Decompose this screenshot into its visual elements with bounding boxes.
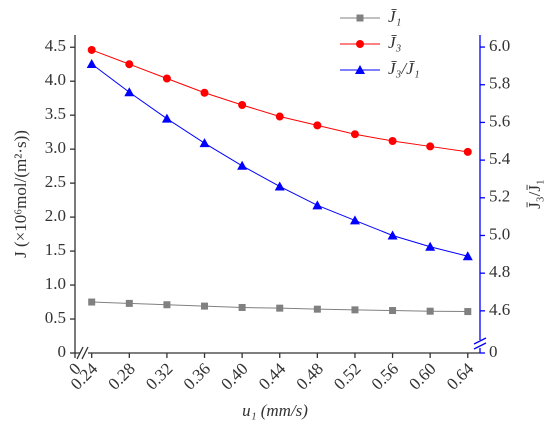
- data-point: [276, 304, 284, 312]
- y-tick-label: 4.0: [45, 70, 66, 89]
- data-point: [313, 121, 322, 130]
- data-point: [463, 147, 472, 156]
- y-tick-label: 1.0: [45, 274, 66, 293]
- data-point: [275, 112, 284, 121]
- y-tick-label: 3.5: [45, 104, 66, 123]
- x-axis-break: [76, 346, 84, 360]
- x-tick-label: 0.40: [217, 359, 251, 393]
- series-line: [91, 63, 468, 257]
- x-tick-label: 0.44: [255, 359, 290, 394]
- y-tick-label: 4.5: [45, 36, 66, 55]
- data-point: [388, 137, 397, 145]
- y2-axis-label: J̄₃/J̄₁: [525, 179, 544, 209]
- x-tick-label: 0.60: [405, 359, 439, 393]
- legend-label: J̄₃/J̄₁: [388, 59, 420, 78]
- data-point: [124, 87, 135, 97]
- legend-marker: [355, 65, 365, 74]
- data-point: [350, 130, 359, 139]
- x-tick-label: 0.48: [292, 359, 326, 393]
- legend-marker: [356, 14, 364, 22]
- data-point: [425, 241, 436, 251]
- data-point: [238, 100, 247, 109]
- x-axis-break-gap: [80, 350, 88, 356]
- data-point: [351, 306, 359, 314]
- data-point: [349, 215, 360, 225]
- y2-tick-label: 5.0: [489, 224, 510, 243]
- data-point: [163, 301, 171, 309]
- data-point: [462, 251, 473, 261]
- data-point: [426, 307, 434, 315]
- y2-tick-label: 0: [489, 342, 498, 361]
- data-point: [387, 230, 398, 240]
- data-point: [125, 299, 133, 307]
- x-axis-break: [81, 346, 89, 360]
- y-tick-label: 0.5: [45, 308, 66, 327]
- y-tick-label: 0: [58, 342, 67, 361]
- y2-tick-label: 4.8: [489, 262, 510, 281]
- data-point: [161, 113, 172, 123]
- data-point: [199, 138, 210, 148]
- y2-tick-label: 6.0: [489, 36, 510, 55]
- legend-marker: [356, 40, 364, 48]
- data-point: [426, 142, 435, 151]
- y2-axis-break-gap: [477, 340, 483, 348]
- x-axis-label: u₁ (mm/s): [242, 401, 308, 420]
- data-point: [312, 200, 323, 210]
- data-point: [86, 59, 97, 69]
- data-point: [162, 74, 171, 83]
- y2-tick-label: 5.4: [489, 149, 511, 168]
- y-axis-label: J (×10⁶mol/(m²·s)): [11, 130, 30, 258]
- x-tick-label: 0.28: [104, 359, 138, 393]
- y2-tick-label: 4.6: [489, 300, 510, 319]
- y-tick-label: 2.5: [45, 172, 66, 191]
- y-tick-label: 2.0: [45, 206, 66, 225]
- y-tick-label: 3.0: [45, 138, 66, 157]
- legend-label: J̄₁: [388, 7, 401, 26]
- y2-tick-label: 5.6: [489, 111, 510, 130]
- data-point: [274, 181, 285, 191]
- data-point: [88, 298, 96, 306]
- data-point: [389, 307, 397, 315]
- data-point: [200, 88, 209, 97]
- data-point: [238, 303, 246, 311]
- x-tick-label: 0.32: [142, 359, 176, 393]
- data-point: [313, 305, 321, 313]
- y2-axis-break: [473, 337, 487, 345]
- data-point: [201, 302, 209, 310]
- x-tick-label: 0.64: [443, 359, 478, 394]
- x-tick-label: 0.56: [368, 359, 402, 393]
- legend-label: J̄₃: [388, 33, 402, 52]
- data-point: [464, 308, 472, 316]
- x-tick-label: 0.36: [180, 359, 214, 393]
- data-point: [125, 60, 134, 69]
- y2-axis-break: [473, 342, 487, 350]
- y2-tick-label: 5.8: [489, 74, 510, 93]
- data-point: [87, 45, 96, 54]
- y-tick-label: 1.5: [45, 240, 66, 259]
- y2-tick-label: 5.2: [489, 187, 510, 206]
- x-tick-label: 0.52: [330, 359, 364, 393]
- data-point: [237, 160, 248, 170]
